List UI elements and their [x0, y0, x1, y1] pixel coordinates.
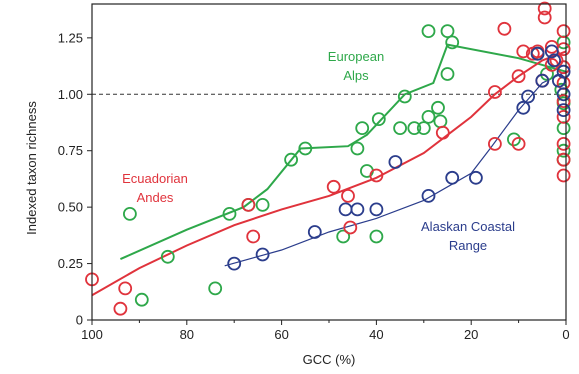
- data-point-alps: [507, 132, 521, 147]
- data-point-andes: [556, 168, 571, 183]
- data-point-andes: [241, 197, 256, 212]
- x-tick-label: 0: [562, 327, 569, 342]
- data-point-alps: [416, 121, 431, 136]
- series-annotations: European Alps Ecuadorian Andes Alaskan Coast…: [122, 49, 515, 253]
- data-point-alps: [397, 89, 412, 104]
- data-point-alps: [122, 206, 137, 221]
- data-point-andes: [118, 281, 133, 296]
- x-tick-label: 60: [274, 327, 288, 342]
- data-point-andes: [556, 110, 571, 124]
- y-tick-label: 1.00: [58, 87, 83, 102]
- data-point-andes: [487, 136, 502, 151]
- data-point-alps: [160, 249, 175, 264]
- data-point-alaska: [556, 103, 571, 117]
- data-point-andes: [516, 44, 531, 59]
- y-tick-label: 1.25: [58, 30, 83, 45]
- data-point-alaska: [468, 170, 483, 185]
- data-point-alps: [134, 292, 149, 307]
- x-tick-label: 20: [464, 327, 478, 342]
- y-tick-label: 0.75: [58, 143, 83, 158]
- data-point-alaska: [227, 256, 242, 271]
- annotation-alps-line: European: [328, 49, 384, 64]
- data-point-alaska: [530, 46, 545, 61]
- data-point-alaska: [556, 87, 571, 102]
- data-point-andes: [113, 301, 128, 316]
- data-point-andes: [326, 179, 341, 194]
- data-point-alps: [556, 143, 571, 158]
- data-point-alps: [355, 121, 370, 136]
- x-tick-label: 40: [369, 327, 383, 342]
- data-point-andes: [343, 220, 358, 235]
- y-tick-label: 0.50: [58, 200, 83, 215]
- data-point-alaska: [516, 100, 531, 115]
- data-point-alps: [407, 121, 422, 136]
- data-point-alps: [431, 100, 445, 115]
- data-point-alps: [421, 24, 436, 39]
- annotation-alps-line: Alps: [343, 68, 369, 83]
- data-point-alaska: [521, 89, 535, 104]
- data-points: [85, 1, 571, 316]
- data-point-andes: [556, 152, 571, 167]
- data-point-alps: [284, 152, 299, 167]
- trend-line-andes: [91, 50, 567, 297]
- data-point-andes: [369, 168, 384, 183]
- y-axis-title: Indexed taxon richness: [24, 101, 39, 235]
- data-point-alaska: [350, 202, 365, 217]
- data-point-alaska: [255, 247, 270, 262]
- data-point-alps: [369, 229, 384, 244]
- data-point-andes: [487, 85, 502, 99]
- data-point-alps: [393, 121, 408, 136]
- data-point-alaska: [307, 225, 322, 239]
- data-point-alps: [371, 112, 386, 126]
- data-point-alps: [222, 206, 237, 221]
- data-point-andes: [341, 188, 355, 203]
- data-point-alaska: [445, 170, 460, 185]
- data-point-alps: [255, 197, 270, 212]
- data-point-andes: [537, 10, 552, 25]
- data-point-alps: [336, 229, 351, 244]
- data-point-alaska: [535, 73, 550, 88]
- data-point-alps: [445, 35, 460, 50]
- annotation-alaska-line: Range: [449, 238, 487, 253]
- data-point-andes: [497, 21, 512, 36]
- annotation-andes-line: Ecuadorian: [122, 171, 188, 186]
- y-tick-label: 0.25: [58, 256, 83, 271]
- x-axis-title: GCC (%): [303, 352, 356, 367]
- y-tick-label: 0: [76, 313, 83, 328]
- data-point-andes: [511, 69, 526, 84]
- data-point-alaska: [388, 155, 403, 169]
- data-point-andes: [246, 229, 261, 244]
- data-point-andes: [556, 94, 571, 108]
- data-point-andes: [556, 60, 571, 75]
- axes: 100 80 60 40 20 0 0 0.25 0.50 0.75 1.00 1.25: [58, 3, 570, 342]
- data-point-alps: [298, 141, 313, 156]
- trend-line-alaska: [224, 71, 567, 267]
- data-point-alps: [440, 24, 455, 39]
- data-point-andes: [556, 24, 571, 39]
- data-point-andes: [556, 136, 571, 151]
- data-point-alaska: [547, 53, 561, 68]
- data-point-alps: [208, 281, 223, 296]
- x-tick-label: 80: [180, 327, 194, 342]
- data-point-alaska: [544, 44, 559, 59]
- x-tick-label: 100: [81, 327, 103, 342]
- data-point-alps: [350, 141, 365, 156]
- data-point-alaska: [369, 202, 384, 217]
- data-point-andes: [537, 1, 552, 16]
- data-point-alaska: [421, 188, 436, 203]
- data-point-andes: [435, 125, 450, 140]
- data-point-alaska: [556, 64, 571, 79]
- data-point-alps: [421, 110, 436, 124]
- data-point-andes: [511, 136, 526, 151]
- annotation-alaska-line: Alaskan Coastal: [421, 219, 515, 234]
- data-point-alps: [440, 67, 455, 81]
- annotation-andes-line: Andes: [137, 190, 174, 205]
